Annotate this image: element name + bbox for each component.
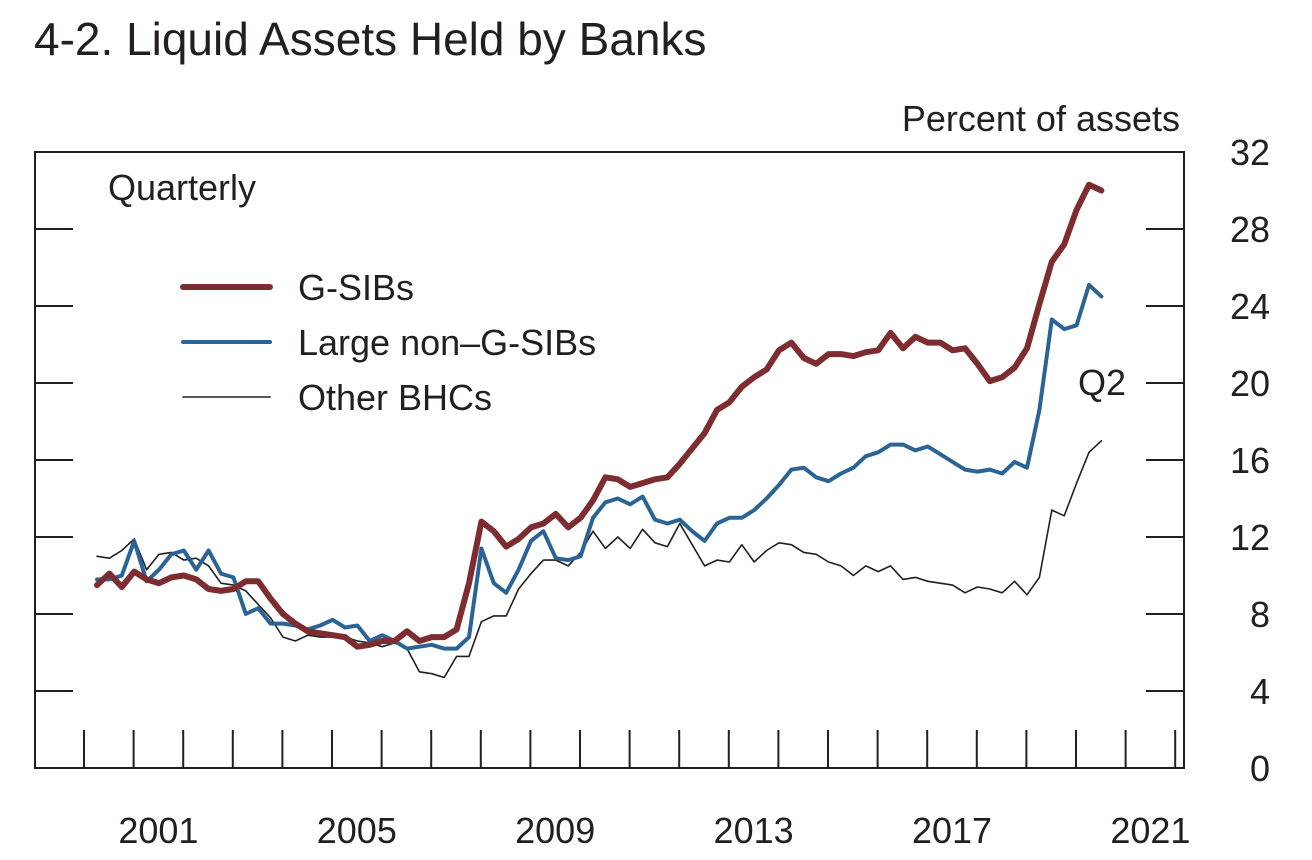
end-annotation-q2: Q2 [1078,362,1126,403]
x-tick-label-2009: 2009 [515,810,595,851]
y-tick-label-20: 20 [1230,363,1270,404]
unit-label: Percent of assets [902,98,1180,139]
frequency-label: Quarterly [108,167,256,208]
legend-label-g-sibs: G-SIBs [298,267,414,308]
y-tick-label-8: 8 [1250,594,1270,635]
y-tick-label-4: 4 [1250,671,1270,712]
x-tick-label-2013: 2013 [714,810,794,851]
x-tick-label-2021: 2021 [1110,810,1190,851]
y-tick-label-12: 12 [1230,517,1270,558]
y-tick-label-24: 24 [1230,286,1270,327]
y-tick-label-28: 28 [1230,209,1270,250]
legend-label-large-non-g-sibs: Large non–G-SIBs [298,322,596,363]
x-tick-label-2001: 2001 [118,810,198,851]
y-tick-label-0: 0 [1250,748,1270,789]
series-line-other-bhcs [96,439,1103,679]
legend-label-other-bhcs: Other BHCs [298,377,492,418]
y-tick-label-16: 16 [1230,440,1270,481]
x-tick-label-2005: 2005 [317,810,397,851]
legend: G-SIBs Large non–G-SIBs Other BHCs [180,267,596,418]
x-axis: 2001 2005 2009 2013 2017 2021 [83,730,1190,851]
plot-frame [34,151,1185,769]
y-tick-label-32: 32 [1230,132,1270,173]
series-lines [94,181,1105,679]
chart-title: 4-2. Liquid Assets Held by Banks [34,13,706,65]
series-line-g-sibs [94,181,1105,650]
x-tick-label-2017: 2017 [912,810,992,851]
y-axis: 0 4 8 12 16 20 24 28 32 [35,132,1270,789]
series-line-large-non-g-sibs [95,282,1104,651]
